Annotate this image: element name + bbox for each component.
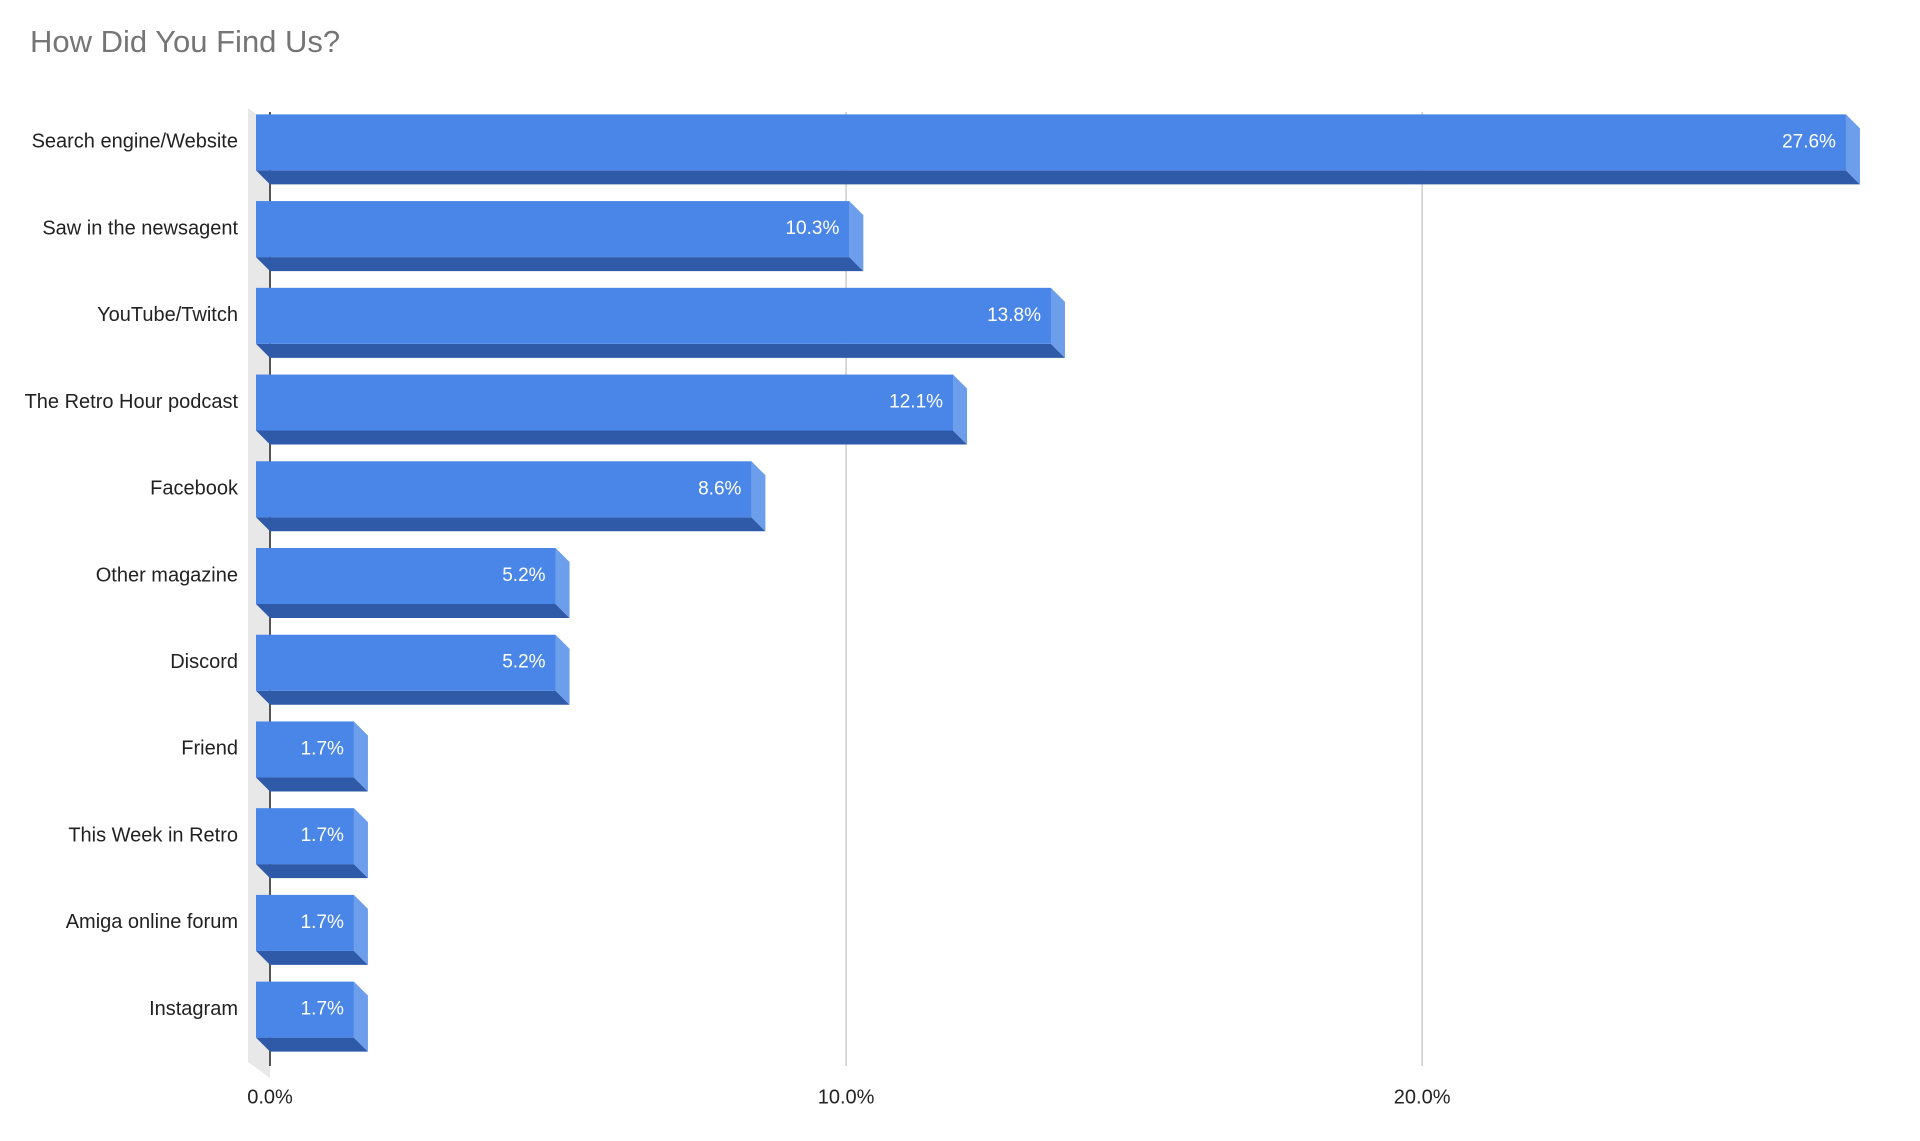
y-tick-label: This Week in Retro — [68, 824, 238, 846]
bar — [256, 374, 954, 431]
bar-group: 5.2% — [256, 548, 570, 618]
y-tick-label: Saw in the newsagent — [42, 217, 238, 239]
bar-bottom-face — [256, 1037, 368, 1052]
bar-group: 5.2% — [256, 634, 570, 705]
bar-group: 8.6% — [256, 461, 766, 532]
bar — [256, 461, 752, 518]
bar-bottom-face — [256, 864, 368, 879]
bar-bottom-face — [256, 170, 1860, 185]
bar-side-face — [953, 374, 968, 445]
x-tick-label: 20.0% — [1394, 1086, 1451, 1108]
bar-side-face — [353, 808, 368, 879]
value-label: 12.1% — [889, 392, 943, 413]
bar-bottom-face — [256, 430, 968, 445]
bar-side-face — [849, 201, 864, 272]
y-tick-label: Discord — [170, 651, 238, 673]
bar — [256, 808, 354, 865]
y-tick-label: Friend — [181, 738, 238, 760]
bar-group: 1.7% — [256, 808, 368, 879]
bar-side-face — [353, 721, 368, 792]
y-tick-label: Search engine/Website — [32, 131, 238, 153]
value-label: 5.2% — [502, 565, 545, 586]
bar-group: 1.7% — [256, 981, 368, 1052]
y-tick-label: Facebook — [150, 478, 239, 500]
bar-bottom-face — [256, 777, 368, 792]
value-label: 1.7% — [301, 912, 344, 933]
bar — [256, 981, 354, 1038]
bar — [256, 114, 1846, 171]
value-label: 8.6% — [698, 478, 741, 499]
value-label: 27.6% — [1782, 131, 1836, 152]
value-label: 10.3% — [785, 218, 839, 239]
bar — [256, 634, 556, 691]
y-tick-label: Instagram — [149, 998, 238, 1020]
bar — [256, 548, 556, 604]
bar-bottom-face — [256, 517, 766, 532]
value-label: 1.7% — [301, 999, 344, 1020]
bar-group: 1.7% — [256, 721, 368, 792]
y-tick-label: Other magazine — [96, 564, 238, 586]
bar-side-face — [555, 548, 570, 618]
bar-group: 1.7% — [256, 894, 368, 965]
bar-side-face — [555, 634, 570, 705]
x-tick-label: 10.0% — [818, 1086, 875, 1108]
bar — [256, 894, 354, 951]
bar-side-face — [353, 981, 368, 1052]
bar-side-face — [353, 894, 368, 965]
bar-bottom-face — [256, 690, 570, 705]
chart-title: How Did You Find Us? — [30, 24, 340, 59]
bar-bottom-face — [256, 257, 864, 272]
value-label: 13.8% — [987, 305, 1041, 326]
bar — [256, 287, 1051, 344]
bar-group: 27.6% — [256, 114, 1860, 185]
y-tick-label: YouTube/Twitch — [97, 304, 238, 326]
bar-side-face — [1050, 287, 1065, 358]
bar-bottom-face — [256, 950, 368, 965]
y-tick-label: The Retro Hour podcast — [25, 391, 239, 413]
y-tick-label: Amiga online forum — [66, 911, 238, 933]
bar-side-face — [751, 461, 766, 532]
bar-group: 13.8% — [256, 287, 1065, 358]
value-label: 1.7% — [301, 738, 344, 759]
bar — [256, 201, 850, 258]
bar — [256, 721, 354, 778]
x-tick-label: 0.0% — [247, 1086, 293, 1108]
bar-group: 12.1% — [256, 374, 968, 445]
bar-bottom-face — [256, 343, 1065, 358]
value-label: 5.2% — [502, 652, 545, 673]
bar-group: 10.3% — [256, 201, 864, 272]
bar-side-face — [1845, 114, 1860, 185]
value-label: 1.7% — [301, 825, 344, 846]
bar-bottom-face — [256, 604, 570, 618]
